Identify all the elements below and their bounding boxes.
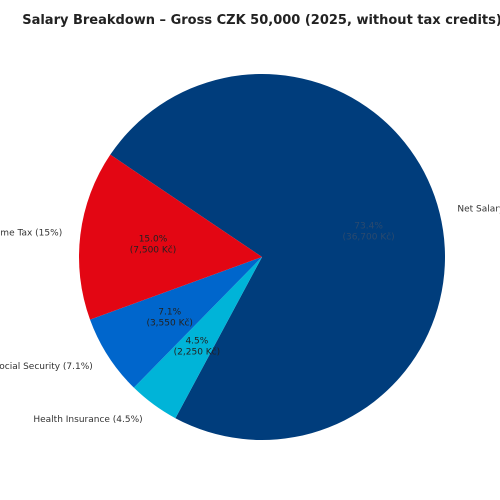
slice-label-3: Income Tax (15%) [0, 229, 62, 239]
pie-slice-1 [133, 257, 262, 419]
slice-amount-0: (36,700 Kč) [342, 232, 394, 243]
slice-percent-1: 4.5% [185, 336, 208, 346]
slice-value-label-0: 73.4% (36,700 Kč) [342, 222, 394, 243]
slice-value-label-3: 15.0% (7,500 Kč) [130, 235, 177, 256]
slice-label-0: Net Salary (take-home) [457, 205, 500, 215]
pie-slice-2 [90, 257, 262, 388]
slice-value-label-2: 7.1% (3,550 Kč) [146, 307, 193, 328]
chart-title: Salary Breakdown – Gross CZK 50,000 (202… [22, 13, 500, 28]
pie-slice-3 [79, 154, 263, 320]
pie-slice-0 [110, 74, 446, 441]
slice-label-1: Health Insurance (4.5%) [33, 415, 142, 425]
slice-amount-3: (7,500 Kč) [130, 245, 177, 256]
pie-slices [79, 74, 446, 441]
slice-amount-1: (2,250 Kč) [174, 346, 221, 357]
slice-percent-0: 73.4% [354, 222, 383, 232]
slice-amount-2: (3,550 Kč) [146, 317, 193, 328]
pie-labels: Net Salary (take-home) 73.4%(36,700 Kč) He… [0, 205, 500, 426]
slice-label-2: Social Security (7.1%) [0, 362, 93, 372]
slice-percent-3: 15.0% [139, 235, 168, 245]
slice-value-label-1: 4.5% (2,250 Kč) [174, 336, 221, 357]
slice-percent-2: 7.1% [158, 307, 181, 317]
